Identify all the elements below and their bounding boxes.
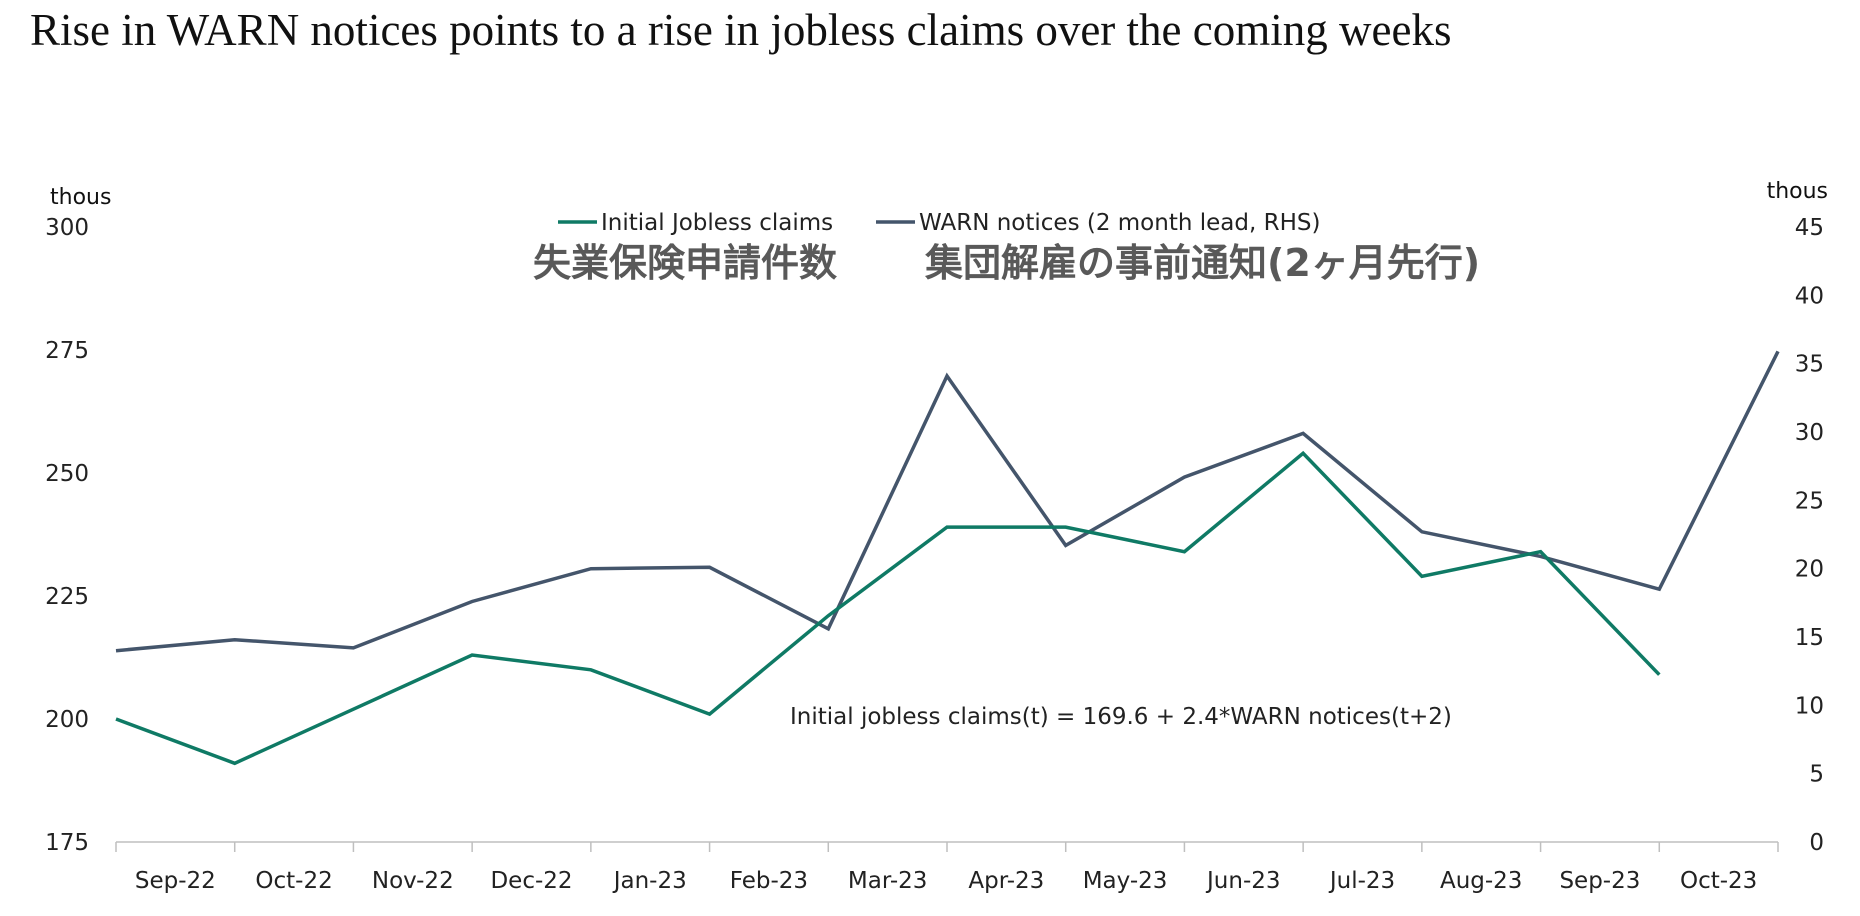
x-tick-label: Dec-22: [490, 868, 572, 894]
left-axis-unit: thous: [50, 185, 111, 210]
left-tick-label: 300: [45, 215, 89, 241]
series-line-warn: [115, 350, 1780, 653]
regression-annotation: Initial jobless claims(t) = 169.6 + 2.4*…: [790, 704, 1452, 730]
right-tick-label: 15: [1795, 625, 1824, 651]
right-tick-label: 35: [1795, 352, 1824, 378]
jp-label-claims: 失業保険申請件数: [533, 241, 837, 285]
right-tick-label: 0: [1809, 830, 1824, 856]
jp-label-warn: 集団解雇の事前通知(2ヶ月先行): [924, 241, 1480, 285]
right-tick-label: 45: [1795, 215, 1824, 241]
chart-title: Rise in WARN notices points to a rise in…: [30, 5, 1452, 55]
left-tick-label: 225: [45, 584, 89, 610]
legend-label-claims: Initial Jobless claims: [601, 210, 833, 236]
right-axis-unit: thous: [1767, 179, 1828, 204]
right-tick-label: 10: [1795, 693, 1824, 719]
axes: Sep-22 Oct-22 Nov-22 Dec-22 Jan-23 Feb-23 Mar-…: [45, 215, 1824, 894]
x-tick-label: Apr-23: [968, 868, 1044, 894]
x-tick-label: Aug-23: [1440, 868, 1522, 894]
x-tick-label: Feb-23: [730, 868, 808, 894]
series-lines: [115, 350, 1780, 766]
x-tick-label: Jan-23: [612, 868, 687, 894]
legend-label-warn: WARN notices (2 month lead, RHS): [919, 210, 1320, 236]
right-tick-label: 25: [1795, 488, 1824, 514]
x-tick-label: Oct-23: [1680, 868, 1757, 894]
series-line-claims: [115, 450, 1661, 766]
left-tick-label: 200: [45, 707, 89, 733]
chart-labels: thous thous Initial Jobless claims WARN …: [50, 179, 1828, 730]
right-tick-label: 20: [1795, 557, 1824, 583]
x-tick-label: Jul-23: [1328, 868, 1395, 894]
x-tick-label: Sep-23: [1559, 868, 1640, 894]
x-tick-label: Nov-22: [372, 868, 454, 894]
left-tick-label: 275: [45, 338, 89, 364]
left-tick-label: 175: [45, 830, 89, 856]
left-tick-label: 250: [45, 461, 89, 487]
x-tick-label: Mar-23: [848, 868, 928, 894]
right-tick-label: 40: [1795, 283, 1824, 309]
x-tick-label: Oct-22: [255, 868, 332, 894]
x-tick-label: Jun-23: [1205, 868, 1281, 894]
x-tick-label: Sep-22: [135, 868, 216, 894]
right-tick-label: 5: [1809, 762, 1824, 788]
right-tick-label: 30: [1795, 420, 1824, 446]
x-tick-label: May-23: [1083, 868, 1168, 894]
